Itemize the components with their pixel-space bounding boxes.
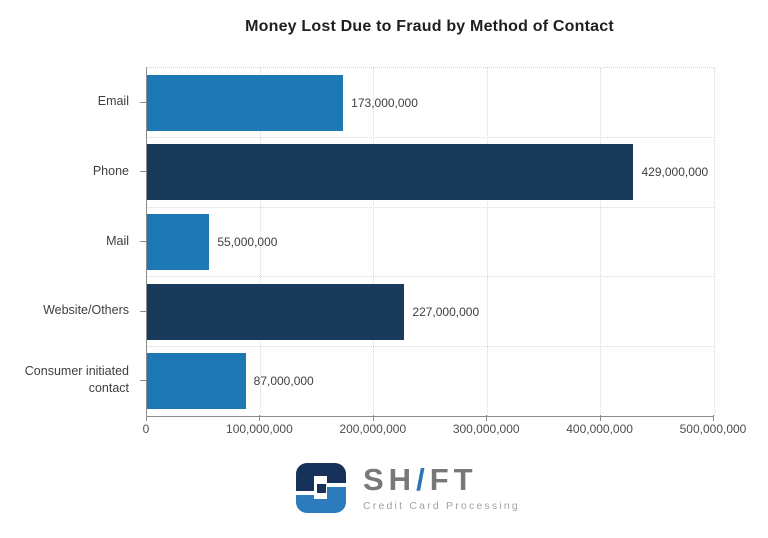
category-label: Consumer initiated contact	[24, 364, 129, 396]
logo-text-block: SH/FT Credit Card Processing	[363, 464, 520, 512]
logo-text-ft: FT	[429, 462, 478, 497]
category-label: Email	[97, 94, 129, 109]
y-axis-tick	[140, 101, 146, 103]
y-axis-tick	[140, 241, 146, 242]
logo-text-sh: SH	[363, 462, 417, 497]
x-axis-tick-labels: 0 100,000,000 200,000,000 300,000,000 400,00…	[0, 422, 757, 440]
y-band-separator	[147, 137, 714, 139]
x-gridline	[486, 68, 488, 416]
x-gridline	[373, 68, 375, 416]
y-axis-tick	[140, 171, 146, 173]
x-axis-tick	[713, 415, 714, 421]
logo-subtitle: Credit Card Processing	[363, 500, 520, 512]
y-band-separator	[147, 206, 714, 208]
x-axis-tick	[599, 415, 601, 421]
y-axis-tick	[140, 380, 146, 382]
category-label: Website/Others	[43, 303, 129, 318]
bar-value-label: 55,000,000	[217, 235, 278, 249]
logo-slash: /	[416, 462, 430, 497]
shift-logo-icon	[296, 463, 346, 513]
logo-wordmark: SH/FT	[363, 464, 520, 495]
y-axis-tick	[140, 310, 146, 312]
x-gridline	[600, 68, 602, 416]
bar-email	[147, 74, 344, 131]
x-axis-tick	[146, 415, 147, 421]
x-axis-tick-label: 500,000,000	[679, 422, 747, 436]
x-axis-tick-label: 300,000,000	[452, 422, 520, 436]
x-gridline	[713, 68, 715, 416]
x-axis-tick	[259, 415, 261, 421]
x-axis-tick	[486, 415, 488, 421]
bar-mail	[147, 214, 210, 270]
bar-phone	[147, 144, 634, 201]
shift-logo: SH/FT Credit Card Processing	[293, 460, 520, 516]
bar-value-label: 429,000,000	[641, 165, 709, 180]
x-axis-tick-label: 200,000,000	[339, 422, 407, 436]
bar-consumer-initiated-contact	[147, 353, 246, 410]
x-axis-tick	[372, 415, 374, 421]
y-band-separator	[147, 276, 714, 278]
bar-website-others	[147, 283, 405, 340]
category-label: Phone	[92, 163, 129, 178]
chart-title: Money Lost Due to Fraud by Method of Con…	[245, 18, 614, 35]
bar-value-label: 227,000,000	[412, 304, 480, 319]
y-band-separator	[147, 345, 714, 347]
x-axis-tick-label: 100,000,000	[226, 422, 293, 436]
category-label: Mail	[106, 233, 129, 248]
bar-value-label: 87,000,000	[253, 374, 314, 389]
y-axis-category-labels: Email Phone Mail Website/Others Consumer ini…	[0, 67, 138, 415]
bar-value-label: 173,000,000	[351, 95, 418, 110]
x-axis-tick-label: 0	[142, 422, 150, 436]
plot-area: 173,000,000 429,000,000 55,000,000 227,000,…	[146, 67, 715, 417]
x-gridline	[259, 68, 261, 416]
x-axis-tick-label: 400,000,000	[566, 422, 633, 436]
